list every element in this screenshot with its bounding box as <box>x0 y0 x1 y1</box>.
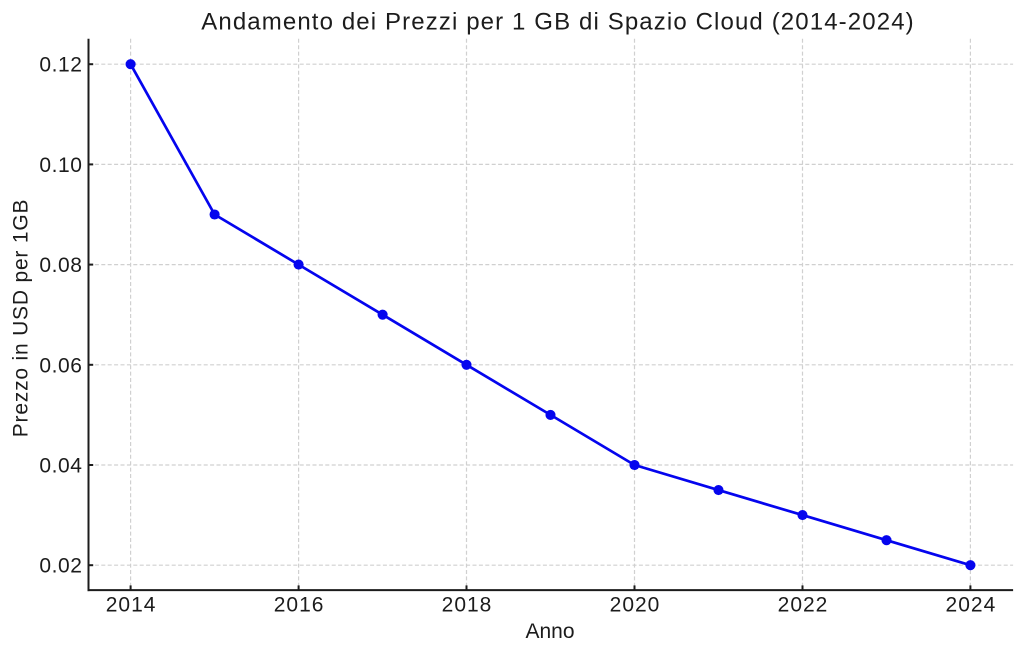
svg-text:2018: 2018 <box>442 594 493 617</box>
svg-text:Prezzo in USD per 1GB: Prezzo in USD per 1GB <box>10 199 33 438</box>
svg-text:2014: 2014 <box>106 594 157 617</box>
svg-text:2024: 2024 <box>946 594 997 617</box>
svg-text:0.10: 0.10 <box>39 154 82 177</box>
svg-text:2022: 2022 <box>778 594 829 617</box>
svg-text:2016: 2016 <box>274 594 325 617</box>
svg-text:0.12: 0.12 <box>39 54 82 77</box>
svg-text:Anno: Anno <box>525 620 574 643</box>
svg-text:0.08: 0.08 <box>39 254 82 277</box>
svg-text:2020: 2020 <box>610 594 661 617</box>
svg-text:0.02: 0.02 <box>39 555 82 578</box>
svg-text:Andamento dei Prezzi per 1 GB: Andamento dei Prezzi per 1 GB di Spazio … <box>201 8 915 35</box>
svg-text:0.04: 0.04 <box>39 455 82 478</box>
svg-text:0.06: 0.06 <box>39 354 82 377</box>
